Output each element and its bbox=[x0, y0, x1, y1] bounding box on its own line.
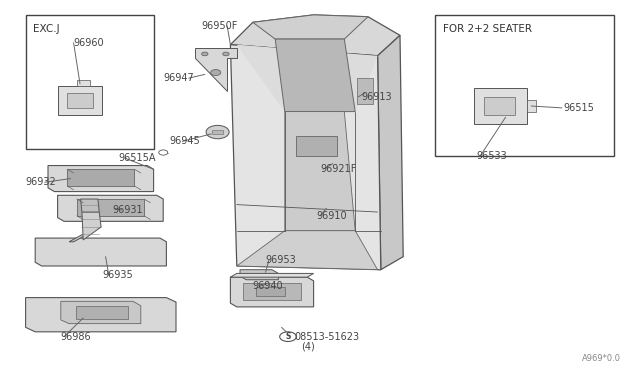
Polygon shape bbox=[26, 298, 176, 332]
Text: 08513-51623: 08513-51623 bbox=[294, 332, 360, 341]
Circle shape bbox=[211, 70, 221, 76]
Polygon shape bbox=[285, 112, 355, 231]
Polygon shape bbox=[378, 35, 403, 270]
Text: EXC.J: EXC.J bbox=[33, 24, 60, 34]
Text: 96931: 96931 bbox=[112, 205, 143, 215]
Polygon shape bbox=[58, 86, 102, 115]
Polygon shape bbox=[484, 97, 515, 115]
Polygon shape bbox=[230, 15, 400, 56]
Text: 96960: 96960 bbox=[74, 38, 104, 48]
Text: A969*0.0: A969*0.0 bbox=[582, 354, 621, 363]
Text: 96910: 96910 bbox=[317, 211, 348, 221]
Bar bbox=[357, 78, 373, 104]
Polygon shape bbox=[82, 212, 101, 240]
Polygon shape bbox=[58, 195, 163, 221]
Bar bbox=[26, 15, 154, 149]
Polygon shape bbox=[275, 39, 355, 112]
Circle shape bbox=[206, 125, 229, 139]
Polygon shape bbox=[240, 270, 278, 280]
Bar bbox=[256, 287, 285, 296]
Polygon shape bbox=[237, 45, 381, 270]
Polygon shape bbox=[81, 199, 99, 212]
Circle shape bbox=[280, 332, 296, 341]
Text: 96515A: 96515A bbox=[118, 153, 156, 163]
Polygon shape bbox=[77, 199, 144, 216]
Polygon shape bbox=[474, 88, 527, 124]
Text: (4): (4) bbox=[301, 342, 314, 352]
Text: 96515: 96515 bbox=[563, 103, 594, 113]
Polygon shape bbox=[195, 48, 237, 91]
Bar bbox=[435, 15, 614, 156]
Polygon shape bbox=[67, 93, 93, 108]
Text: 96932: 96932 bbox=[26, 177, 56, 187]
Polygon shape bbox=[61, 301, 141, 324]
Polygon shape bbox=[69, 227, 101, 242]
Text: 96913: 96913 bbox=[362, 92, 392, 102]
Text: 96921F: 96921F bbox=[320, 164, 356, 174]
Text: 96940: 96940 bbox=[253, 282, 284, 291]
Bar bbox=[296, 136, 337, 156]
Polygon shape bbox=[243, 283, 301, 300]
Polygon shape bbox=[77, 80, 90, 86]
Polygon shape bbox=[76, 306, 128, 319]
Polygon shape bbox=[253, 15, 368, 39]
Polygon shape bbox=[48, 166, 154, 192]
Polygon shape bbox=[230, 277, 314, 307]
Polygon shape bbox=[527, 100, 536, 112]
Circle shape bbox=[202, 52, 208, 56]
Polygon shape bbox=[237, 231, 381, 270]
Circle shape bbox=[159, 150, 168, 155]
Polygon shape bbox=[230, 45, 381, 270]
Text: FOR 2+2 SEATER: FOR 2+2 SEATER bbox=[443, 24, 532, 34]
Text: 96950F: 96950F bbox=[202, 21, 238, 31]
Text: 96986: 96986 bbox=[61, 332, 92, 341]
Text: 96935: 96935 bbox=[102, 270, 133, 280]
Bar bbox=[212, 130, 223, 134]
Polygon shape bbox=[35, 238, 166, 266]
Text: 96953: 96953 bbox=[266, 256, 296, 265]
Polygon shape bbox=[67, 169, 134, 186]
Text: 96533: 96533 bbox=[477, 151, 508, 161]
Text: S: S bbox=[285, 332, 291, 341]
Text: 96945: 96945 bbox=[170, 137, 200, 146]
Polygon shape bbox=[230, 273, 314, 277]
Text: 96947: 96947 bbox=[163, 73, 194, 83]
Circle shape bbox=[223, 52, 229, 56]
